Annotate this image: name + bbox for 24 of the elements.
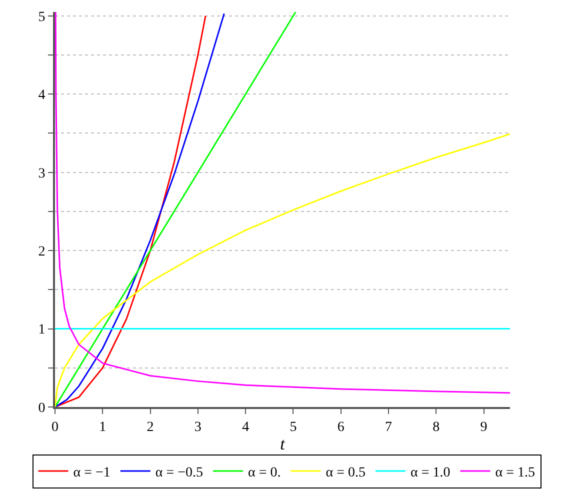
y-tick-label: 0 [38, 400, 46, 416]
x-tick-label: 9 [480, 420, 488, 435]
y-tick-label: 2 [38, 244, 46, 260]
x-tick-label: 8 [432, 420, 440, 435]
y-tick-label: 3 [38, 166, 46, 182]
y-tick-label: 1 [38, 322, 46, 338]
x-tick-label: 5 [290, 420, 297, 435]
legend-label: α = 0. [248, 465, 281, 480]
x-tick-label: 2 [146, 420, 154, 435]
line-series [55, 12, 510, 394]
x-tick-label: 6 [337, 420, 344, 435]
y-tick-label: 5 [38, 10, 46, 25]
x-tick-label: 4 [242, 420, 250, 435]
legend-label: α = −1 [73, 465, 110, 480]
legend-label: α = 1.5 [495, 465, 535, 480]
y-tick-label: 4 [38, 88, 46, 104]
x-axis-title: t [280, 434, 286, 454]
x-tick-label: 0 [52, 420, 58, 435]
legend-label: α = −0.5 [155, 465, 204, 480]
x-tick-label: 1 [99, 420, 106, 435]
legend-label: α = 1.0 [410, 465, 450, 480]
x-tick-label: 3 [194, 420, 202, 435]
legend-label: α = 0.5 [326, 465, 366, 480]
x-tick-label: 7 [385, 420, 392, 435]
